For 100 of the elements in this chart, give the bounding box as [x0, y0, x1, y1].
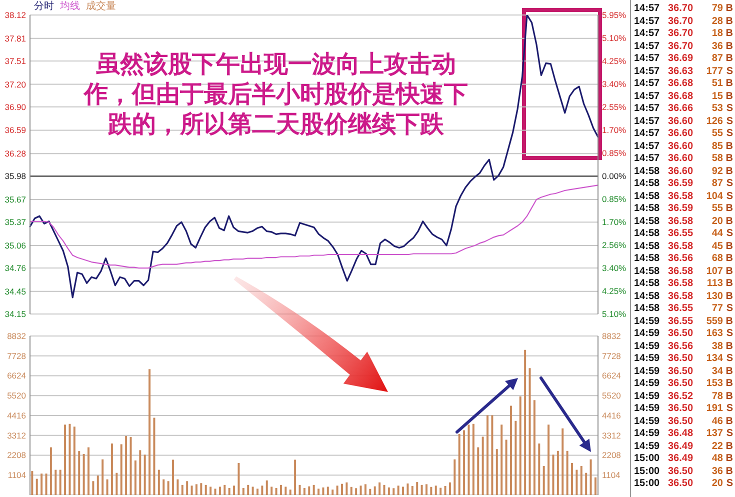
bar [261, 486, 264, 495]
text: 15:00 36.49 48 B [634, 453, 733, 464]
text: 分时 [34, 0, 54, 13]
bar [289, 490, 292, 495]
bar [125, 436, 128, 495]
y-tick-label: 3312 [7, 430, 26, 440]
bar [472, 424, 474, 495]
bar [533, 400, 536, 495]
bar [369, 488, 372, 495]
bar [96, 476, 99, 495]
bar [181, 484, 184, 495]
bar [556, 450, 559, 495]
bar [458, 434, 460, 495]
text: 14:59 36.50 163 S [634, 328, 733, 339]
bar [139, 450, 142, 495]
bar [562, 428, 564, 495]
text: 14:59 36.50 191 S [634, 403, 733, 414]
text: 均线 [60, 0, 80, 13]
text: 14:59 36.56 38 B [634, 340, 733, 352]
text: 15:00 36.50 36 B [634, 466, 733, 476]
bar [275, 488, 278, 495]
bar [500, 424, 503, 495]
y-tick-label: 36.90 [4, 102, 26, 112]
bar [360, 486, 362, 495]
bar [148, 369, 151, 495]
bar [364, 484, 366, 495]
text: 14:57 36.70 36 B [634, 40, 733, 52]
bar [552, 454, 554, 495]
bar [576, 470, 578, 495]
y2-tick-label: 2208 [602, 450, 622, 460]
bar [397, 486, 400, 495]
text: 14:57 36.68 51 B [634, 78, 733, 89]
text: 14:57 36.66 53 S [634, 103, 733, 114]
y2-tick-label: 3.40% [602, 78, 627, 89]
y2-tick-label: 6624 [602, 370, 622, 381]
bar [64, 424, 66, 495]
text: 14:57 36.60 55 S [634, 128, 733, 139]
text: 14:57 36.70 28 B [634, 16, 733, 26]
bar [444, 486, 446, 495]
bar [116, 472, 118, 495]
bar [411, 486, 414, 495]
bar [190, 486, 193, 495]
bar [158, 470, 160, 495]
bar [110, 444, 113, 495]
text: 14:58 36.58 107 B [634, 266, 733, 276]
y2-tick-label: 1.70% [602, 124, 627, 135]
bar [514, 420, 517, 495]
text: 14:58 36.56 68 B [634, 253, 733, 264]
bar [486, 415, 489, 495]
y2-tick-label: 4416 [602, 410, 622, 420]
bar [68, 424, 71, 495]
text: 14:59 36.48 137 S [634, 428, 733, 439]
bar [59, 470, 62, 495]
bar [448, 482, 451, 495]
text: 14:58 36.58 113 B [634, 278, 733, 289]
bar [144, 454, 146, 495]
bar [326, 486, 329, 495]
bar [308, 486, 310, 495]
bar [294, 460, 296, 495]
bar [270, 486, 273, 495]
text: 14:57 36.69 87 B [634, 53, 733, 64]
y2-tick-label: 5.10% [602, 32, 627, 43]
y2-tick-label: 3312 [602, 430, 622, 440]
text: 14:58 36.55 44 S [634, 228, 733, 239]
y-tick-label: 34.45 [4, 286, 26, 296]
y-tick-label: 5520 [7, 390, 26, 401]
bar [566, 450, 568, 495]
bar [284, 486, 287, 495]
text: 14:57 36.63 177 S [634, 66, 733, 76]
y-tick-label: 8832 [7, 330, 26, 341]
text: 14:58 36.58 104 S [634, 190, 733, 202]
text: 14:58 36.59 55 B [634, 203, 733, 214]
text: 14:59 36.50 134 S [634, 353, 733, 364]
text: 14:59 36.49 22 B [634, 440, 733, 452]
text: 15:00 36.50 20 S [634, 478, 733, 489]
y2-tick-label: 3.40% [602, 262, 627, 273]
bar [571, 462, 574, 495]
text: 14:59 36.50 46 B [634, 416, 733, 426]
y-tick-label: 35.37 [4, 217, 26, 228]
bar [92, 481, 94, 495]
bar [233, 486, 236, 495]
bar [434, 486, 437, 495]
bar [420, 484, 423, 495]
bar [463, 430, 466, 495]
bar [425, 484, 428, 495]
bar [406, 483, 409, 495]
bar [580, 466, 582, 495]
bar [88, 447, 90, 495]
text: 14:57 36.60 85 B [634, 140, 733, 152]
y2-tick-label: 2.56% [602, 240, 627, 250]
text: 14:58 36.59 87 S [634, 178, 733, 189]
bar [594, 477, 596, 495]
y2-tick-label: 5.10% [602, 308, 627, 319]
text: 成交量 [86, 0, 116, 13]
bar [378, 482, 381, 495]
bar [172, 460, 174, 495]
y2-tick-label: 4.25% [602, 56, 627, 66]
bar [416, 482, 418, 495]
y2-tick-label: 2.55% [602, 102, 627, 112]
bar [542, 466, 545, 495]
